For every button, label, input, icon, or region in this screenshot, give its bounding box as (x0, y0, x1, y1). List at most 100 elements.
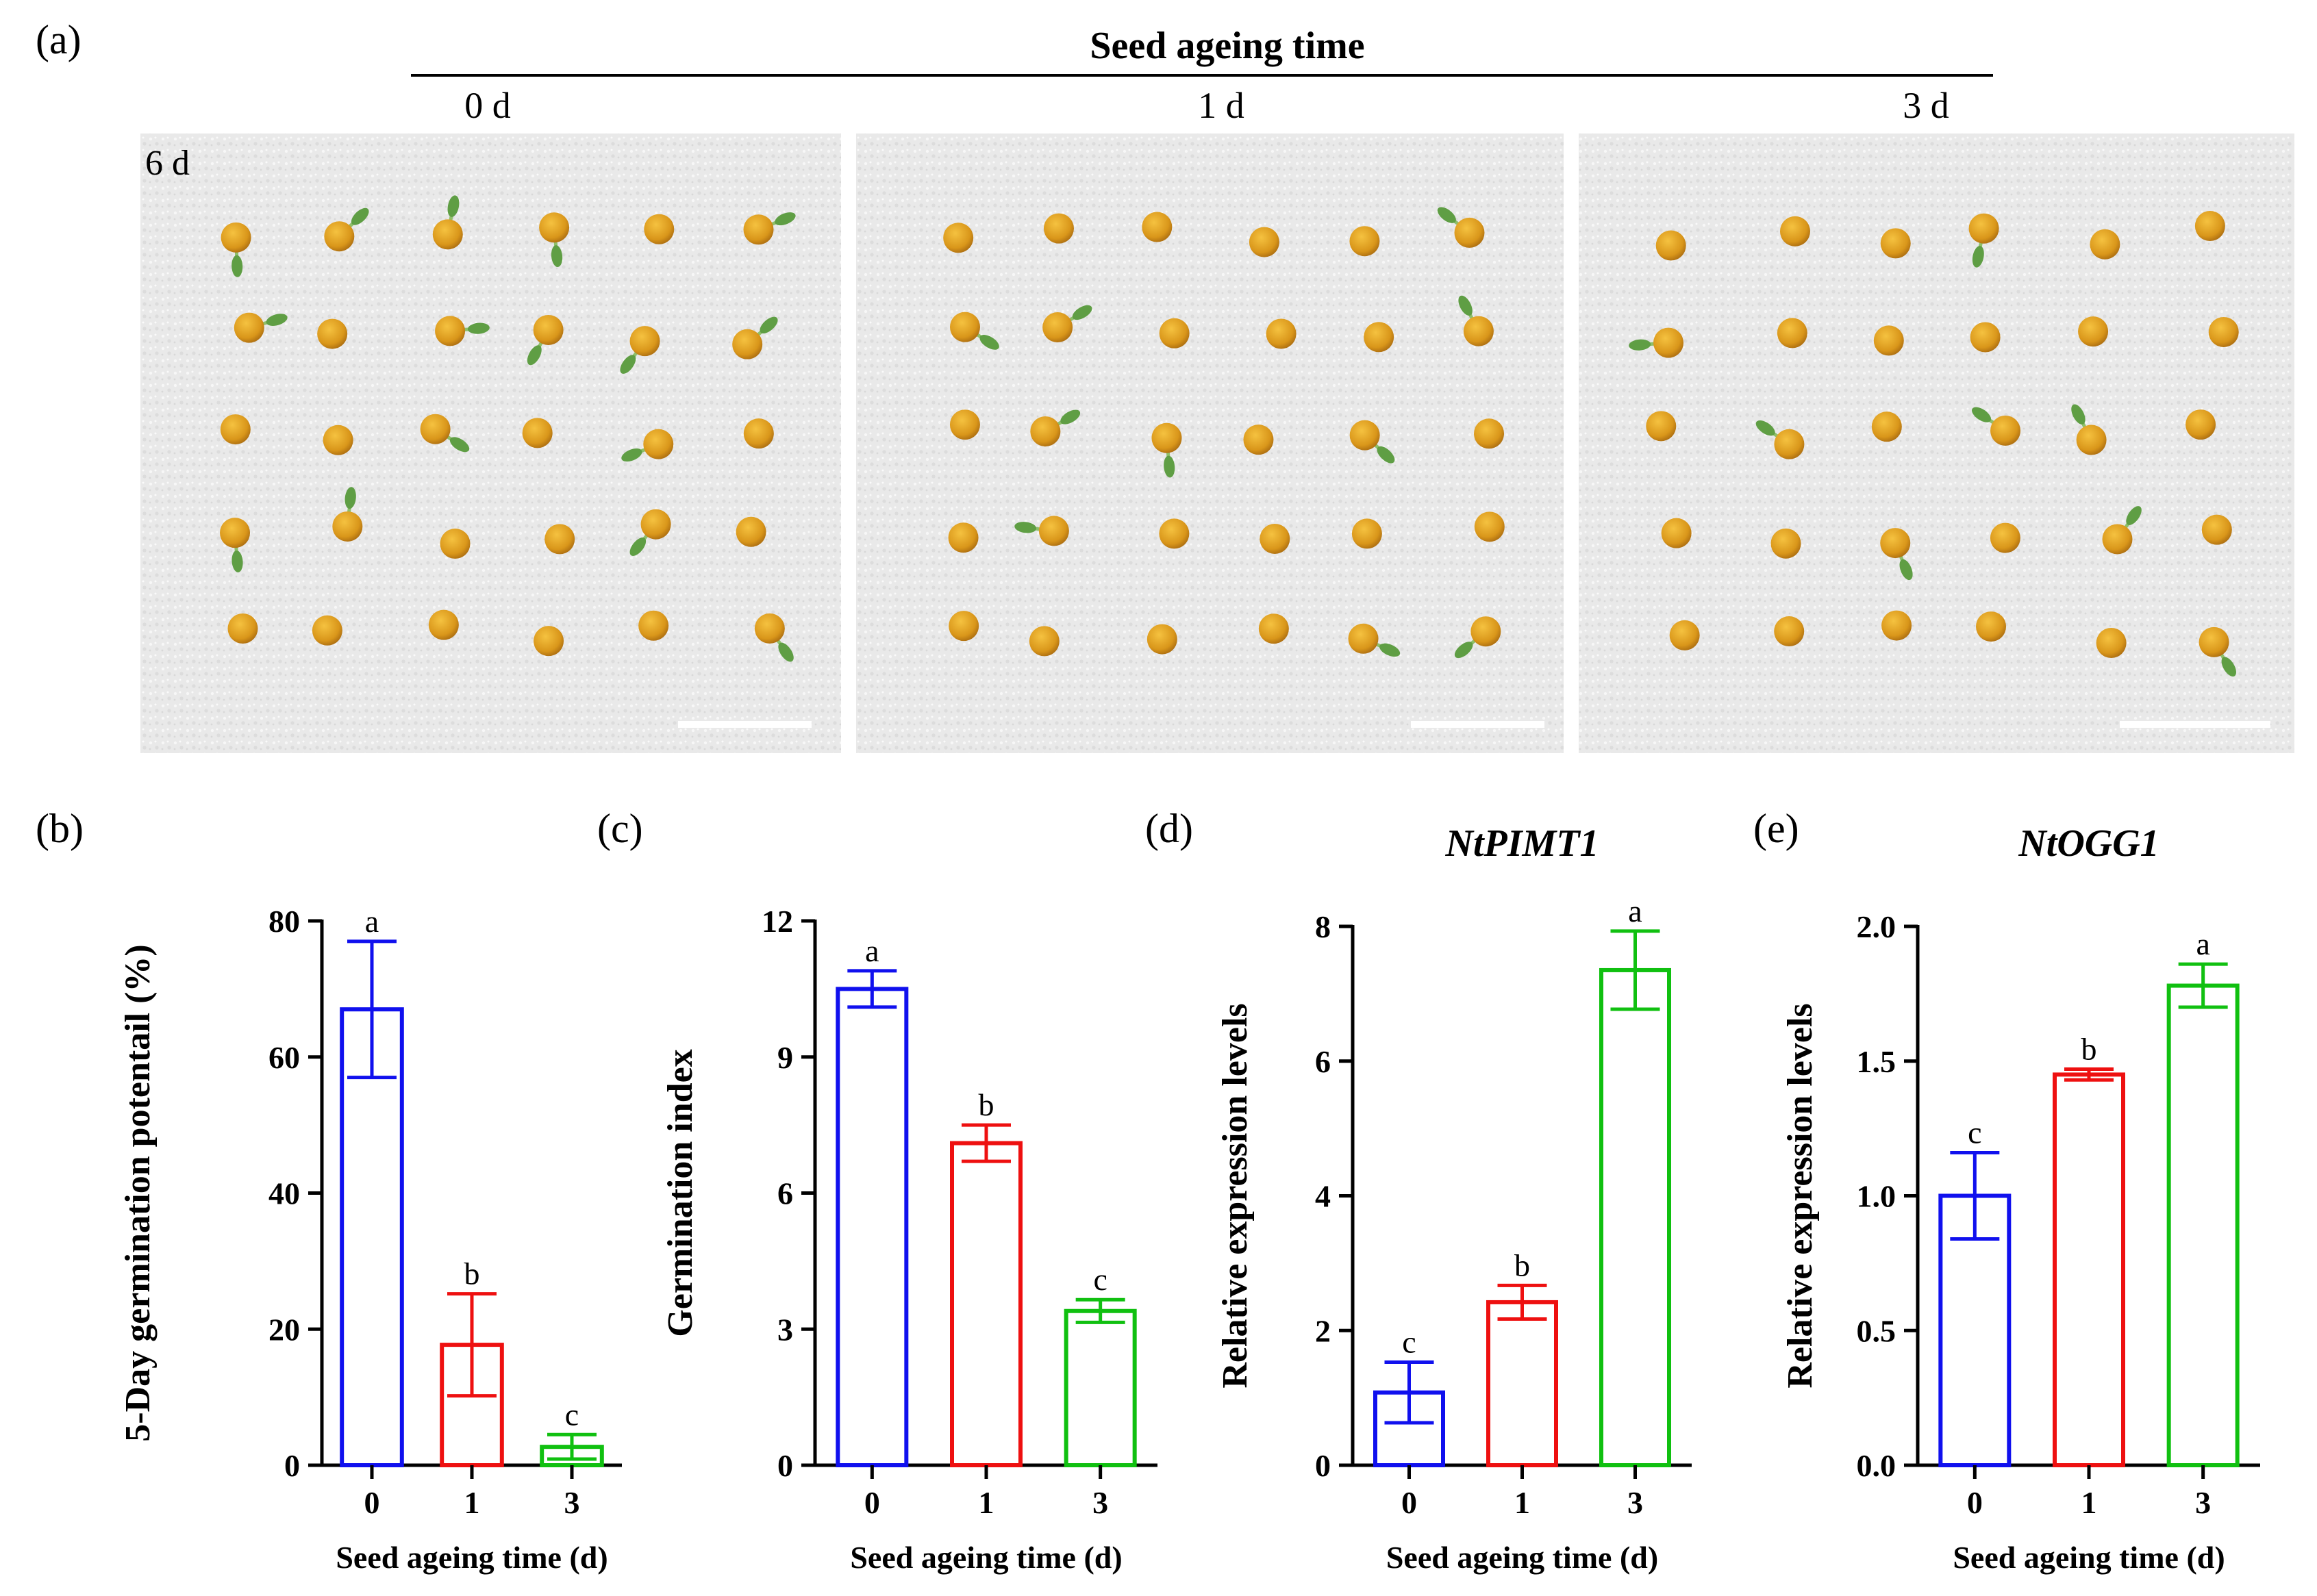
significance-letter: b (2081, 1032, 2097, 1067)
seed (420, 414, 451, 444)
seedling-leaf (231, 550, 243, 572)
seed (1976, 611, 2007, 642)
seedling-leaf (1972, 407, 1992, 422)
y-tick-label: 2.0 (1857, 909, 1896, 944)
seed (1774, 429, 1805, 459)
y-tick-label: 0 (777, 1448, 793, 1483)
x-tick-label: 1 (1514, 1485, 1530, 1520)
y-tick-label: 0.0 (1857, 1448, 1896, 1483)
seed (948, 522, 979, 553)
seed (432, 219, 463, 250)
seed (1043, 213, 1074, 244)
seed (644, 214, 675, 244)
seedling-leaf (1899, 559, 1913, 581)
seed (1873, 325, 1904, 356)
chart-title: NtPIMT1 (1445, 822, 1599, 865)
seed (943, 223, 974, 253)
x-axis-label: Seed ageing time (d) (850, 1540, 1122, 1575)
significance-letter: c (1093, 1262, 1107, 1297)
y-tick-label: 80 (268, 904, 300, 939)
chart-c: (c) 0 3 6 9 12 Germination index a 0 b 1 c 3 Seed age… (597, 806, 1157, 1575)
chart-b: (b) 0 20 40 60 80 5-Day germination potentail … (36, 806, 622, 1575)
seed (2208, 316, 2239, 347)
y-tick-label: 2 (1315, 1313, 1331, 1348)
seedling-leaf (1629, 339, 1651, 351)
seedling-leaf (345, 487, 356, 509)
seed (1147, 624, 1177, 655)
seed (1159, 318, 1190, 349)
seed (1653, 327, 1684, 358)
seedling-leaf (1072, 305, 1092, 320)
seedling-leaf (449, 437, 470, 453)
photo-column-label-3d: 3 d (1903, 85, 1949, 126)
seed (1142, 212, 1173, 242)
panel-label-d: (d) (1145, 806, 1193, 851)
seed (2199, 626, 2229, 657)
seed (2194, 211, 2225, 242)
significance-letter: a (365, 904, 379, 939)
chart-e: (e) NtOGG1 0.0 0.5 1.0 1.5 2.0 Relative express… (1753, 806, 2260, 1575)
seedling-leaf (231, 255, 243, 277)
seed (1970, 322, 2001, 353)
seed (2078, 316, 2109, 347)
x-tick-label: 3 (2195, 1485, 2211, 1520)
y-tick-label: 6 (777, 1176, 793, 1211)
seedling-leaf (551, 245, 563, 268)
x-axis-label: Seed ageing time (d) (1953, 1540, 2225, 1575)
seed (754, 613, 785, 644)
x-axis-label: Seed ageing time (d) (1386, 1540, 1658, 1575)
seed (227, 613, 258, 644)
y-axis-label: Relative expression levels (1781, 1003, 1820, 1388)
significance-letter: b (464, 1256, 480, 1291)
significance-letter: c (1402, 1324, 1416, 1359)
seed (743, 214, 774, 245)
seed (1474, 418, 1505, 449)
seedling-leaf (2071, 404, 2086, 425)
seed (533, 314, 564, 345)
seed (1351, 518, 1382, 549)
x-tick-label: 1 (979, 1485, 994, 1520)
y-tick-label: 8 (1315, 909, 1331, 944)
seed (1038, 516, 1069, 546)
seed-photo-1d (856, 134, 1564, 753)
seed (1260, 523, 1290, 554)
seedling-leaf (760, 316, 778, 334)
x-tick-label: 0 (1401, 1485, 1417, 1520)
seed (1779, 216, 1810, 246)
seed (1348, 623, 1379, 654)
seed (949, 312, 980, 342)
y-tick-label: 9 (777, 1040, 793, 1075)
seedling-leaf (447, 195, 460, 217)
bar-3 (2166, 983, 2240, 1467)
seed (743, 418, 774, 449)
seed (539, 212, 570, 243)
seed (1669, 620, 1700, 650)
seed (1655, 230, 1686, 261)
panel-label-a: (a) (36, 17, 82, 62)
x-tick-label: 0 (1967, 1485, 1983, 1520)
seed (1463, 316, 1494, 346)
x-tick-label: 0 (864, 1485, 880, 1520)
seed (1470, 616, 1501, 647)
seed (544, 524, 575, 555)
seed (234, 312, 264, 343)
seed (1151, 422, 1182, 453)
seedling-leaf (351, 207, 369, 225)
seedling-leaf (1377, 446, 1395, 464)
seed (1770, 528, 1801, 559)
seed (2076, 425, 2107, 455)
y-tick-label: 1.5 (1857, 1044, 1896, 1079)
seed (220, 518, 251, 548)
y-tick-label: 0 (1315, 1448, 1331, 1483)
scale-bar-0d (678, 721, 812, 728)
seedling-leaf (775, 212, 796, 226)
seed (1968, 213, 1999, 244)
seed (332, 511, 363, 542)
photo-column-label-0d: 0 d (464, 85, 511, 126)
panel-label-e: (e) (1753, 806, 1799, 851)
x-tick-label: 0 (364, 1485, 380, 1520)
seedling-leaf (1379, 643, 1401, 657)
seed (220, 414, 251, 445)
seed (2102, 524, 2133, 555)
